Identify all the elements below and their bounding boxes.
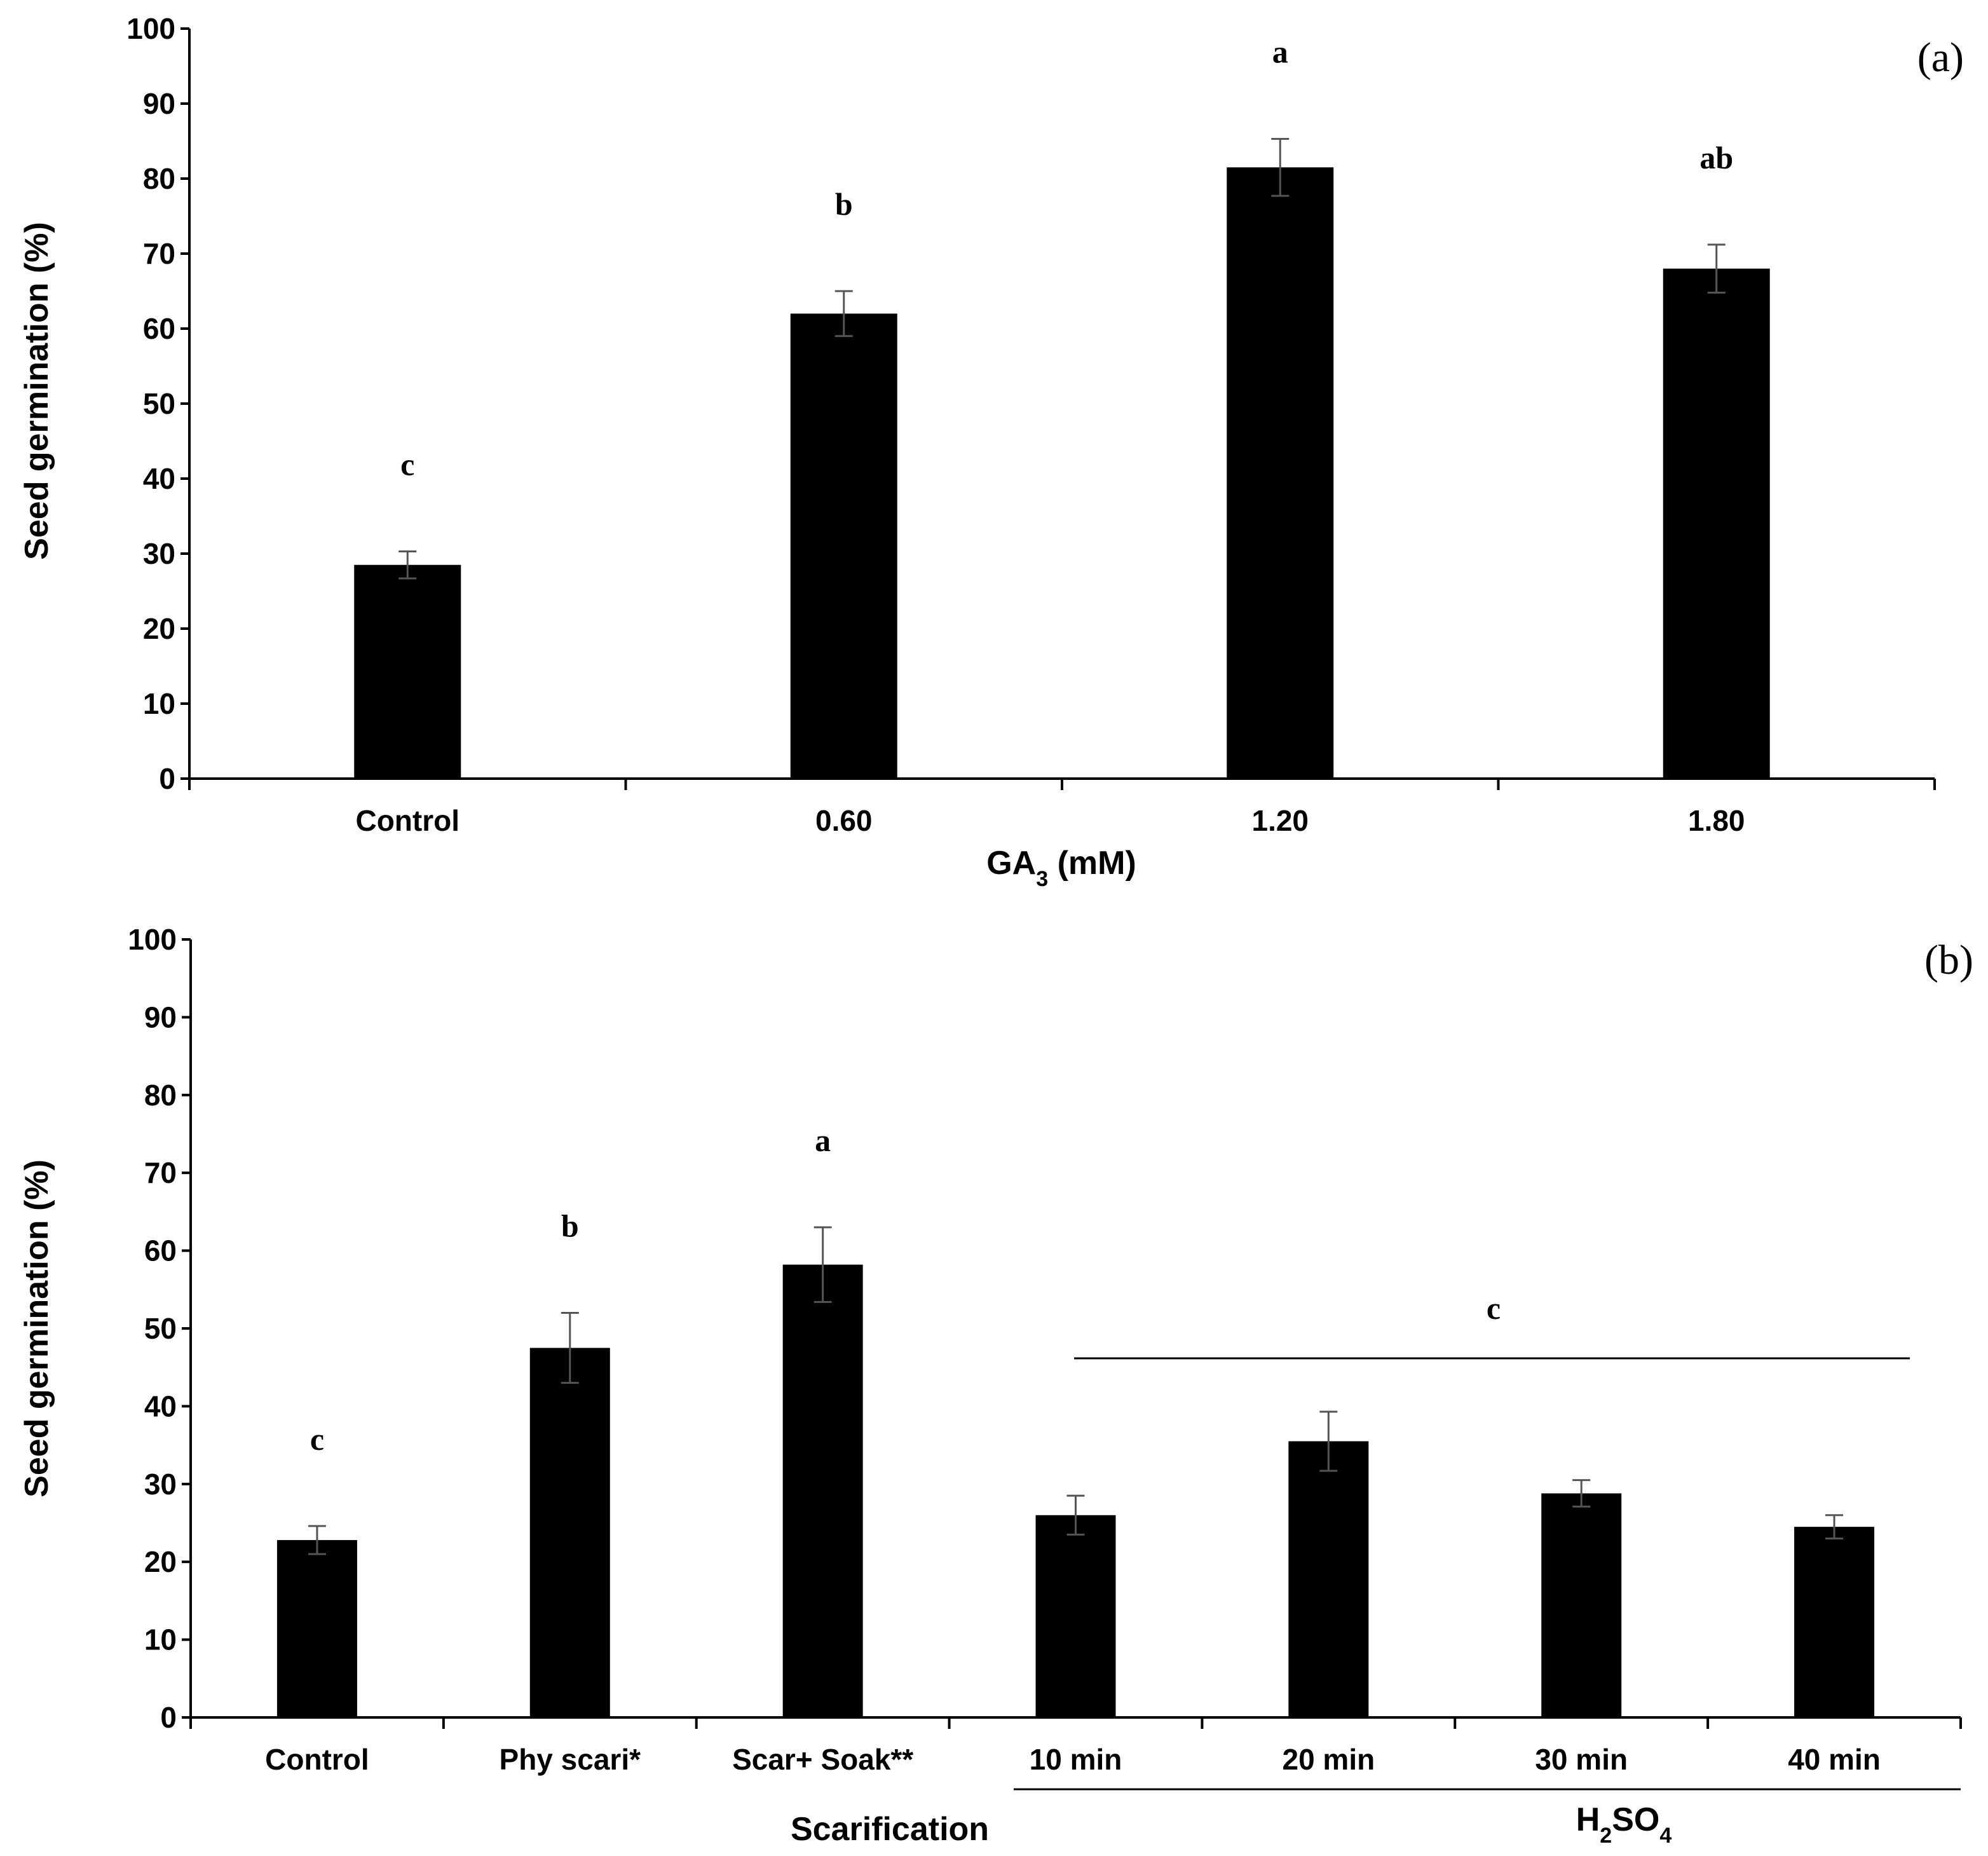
x-tick-label: 40 min — [1788, 1743, 1881, 1776]
y-tick-label: 60 — [143, 312, 175, 345]
panel-label-a: (a) — [1917, 34, 1964, 81]
x-tick-label: Phy scari* — [500, 1743, 641, 1776]
bar — [1227, 167, 1334, 779]
bar — [276, 1539, 357, 1717]
x-tick-label: 20 min — [1282, 1743, 1375, 1776]
x-axis-label-b: Scarification — [791, 1811, 989, 1848]
y-tick-label: 20 — [144, 1545, 177, 1578]
h2so4-group-label: H2SO4 — [1576, 1801, 1672, 1848]
y-axis-label-b: Seed germination (%) — [18, 1159, 55, 1498]
significance-letter: b — [835, 186, 853, 222]
bar — [782, 1264, 863, 1717]
x-tick-label: Control — [355, 804, 460, 837]
bar — [1288, 1441, 1369, 1717]
bar — [790, 313, 897, 779]
y-tick-label: 10 — [144, 1623, 177, 1656]
y-tick-label: 30 — [143, 537, 175, 570]
y-tick-label: 70 — [143, 237, 175, 270]
y-tick-label: 100 — [128, 923, 177, 956]
x-tick-label: 10 min — [1030, 1743, 1122, 1776]
x-tick-label: 0.60 — [815, 804, 873, 837]
y-tick-label: 70 — [144, 1156, 177, 1189]
y-axis-label-a: Seed germination (%) — [18, 222, 55, 560]
y-tick-label: 90 — [143, 87, 175, 120]
significance-letter: c — [310, 1421, 324, 1457]
significance-letter: c — [400, 446, 414, 482]
bar — [1663, 268, 1770, 779]
significance-letter: a — [1272, 34, 1288, 69]
y-tick-label: 50 — [144, 1312, 177, 1345]
bar — [1794, 1527, 1875, 1717]
significance-letter: a — [815, 1122, 831, 1158]
y-tick-label: 100 — [126, 12, 175, 45]
y-tick-label: 50 — [143, 387, 175, 420]
x-tick-label: Scar+ Soak** — [732, 1743, 913, 1776]
y-tick-label: 40 — [143, 462, 175, 495]
panel-label-b: (b) — [1924, 937, 1973, 983]
bar — [1541, 1493, 1622, 1717]
x-tick-label: 30 min — [1535, 1743, 1628, 1776]
x-tick-label: 1.80 — [1688, 804, 1745, 837]
chart-panel-b: Seed germination (%) (b) Scarification H… — [18, 923, 1973, 1848]
bar — [1035, 1515, 1116, 1717]
x-axis-label-a: GA3 (mM) — [986, 845, 1136, 891]
y-tick-label: 0 — [160, 1701, 177, 1734]
y-tick-label: 90 — [144, 1000, 177, 1034]
significance-letter: b — [561, 1208, 579, 1244]
group-significance-letter: c — [1487, 1290, 1501, 1326]
chart-panel-a: Seed germination (%) (a) GA3 (mM) 0 10 20 3… — [18, 12, 1964, 891]
y-tick-label: 30 — [144, 1468, 177, 1501]
bar — [354, 564, 461, 779]
y-tick-label: 80 — [144, 1079, 177, 1112]
y-tick-label: 0 — [159, 762, 175, 795]
y-tick-label: 10 — [143, 687, 175, 720]
y-tick-label: 60 — [144, 1234, 177, 1267]
y-tick-label: 20 — [143, 612, 175, 645]
y-tick-label: 40 — [144, 1389, 177, 1423]
x-tick-label: Control — [265, 1743, 369, 1776]
y-tick-label: 80 — [143, 162, 175, 195]
x-tick-label: 1.20 — [1251, 804, 1309, 837]
bar — [529, 1348, 610, 1717]
significance-letter: ab — [1699, 140, 1733, 175]
